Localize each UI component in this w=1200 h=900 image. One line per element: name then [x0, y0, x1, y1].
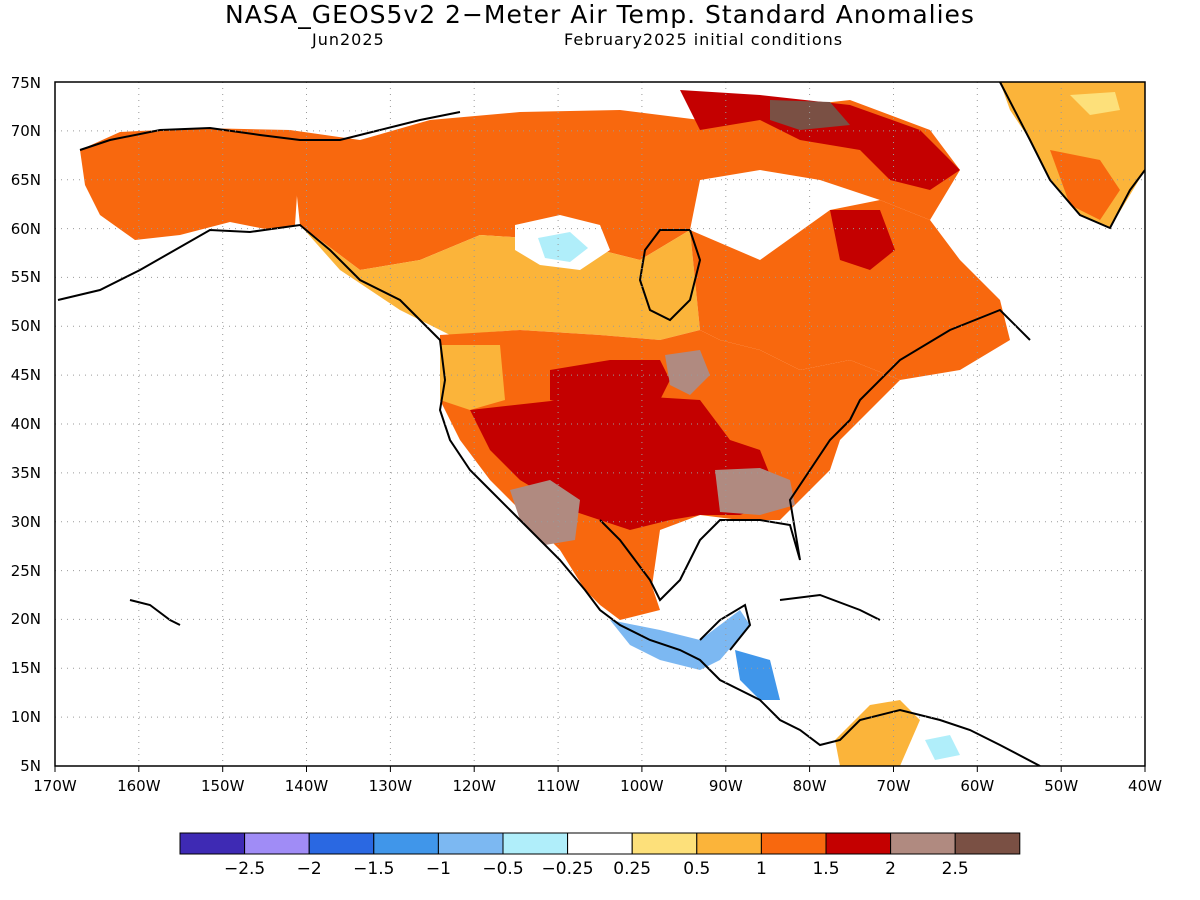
anomaly-great-lakes-brown	[665, 350, 710, 395]
colorbar-swatch	[179, 832, 246, 855]
colorbar-label: −0.5	[482, 859, 523, 879]
lon-label: 130W	[369, 777, 413, 795]
map-title: NASA_GEOS5v2 2−Meter Air Temp. Standard …	[225, 0, 975, 29]
lat-label: 5N	[20, 757, 41, 775]
anomaly-mexico	[560, 550, 660, 620]
coast-hudson-bay	[638, 229, 702, 322]
colorbar-label: −2.5	[224, 859, 265, 879]
anomaly-colombia	[835, 700, 920, 766]
lat-label: 35N	[11, 464, 41, 482]
colorbar-label: 0.5	[683, 859, 710, 879]
lat-label: 45N	[11, 366, 41, 384]
coast-hawaii	[129, 599, 181, 626]
coast-cuba	[779, 593, 881, 621]
lat-label: 25N	[11, 562, 41, 580]
lon-label: 100W	[620, 777, 664, 795]
lon-label: 60W	[960, 777, 994, 795]
colorbar-label: −1.5	[353, 859, 394, 879]
latitude-labels: 5N 10N 15N 20N 25N 30N 35N 40N 45N 50N 5…	[11, 74, 41, 775]
colorbar-swatch	[437, 832, 504, 855]
axis-ticks	[54, 766, 1146, 772]
anomaly-canada-north	[290, 100, 960, 270]
lon-label: 90W	[709, 777, 743, 795]
colorbar-label: 0.25	[613, 859, 651, 879]
anomaly-central-america-cool	[610, 610, 750, 670]
lat-label: 75N	[11, 74, 41, 92]
lat-label: 55N	[11, 268, 41, 286]
colorbar-swatch	[696, 832, 762, 855]
anomaly-venezuela-cool	[925, 735, 960, 760]
colorbar-swatch	[890, 832, 956, 855]
lon-label: 140W	[285, 777, 329, 795]
anomaly-central-hot	[550, 360, 670, 410]
coast-greenland	[999, 82, 1145, 230]
colorbar-swatch	[631, 832, 698, 855]
lon-label: 170W	[33, 777, 77, 795]
colorbar-swatch	[373, 832, 439, 855]
lon-label: 150W	[201, 777, 245, 795]
anomaly-field	[80, 82, 1145, 766]
colorbar-swatch	[760, 832, 827, 855]
colorbar-label: −1	[426, 859, 451, 879]
anomaly-greenland-north	[1070, 92, 1120, 115]
colorbar-swatch	[825, 832, 892, 855]
lat-label: 15N	[11, 659, 41, 677]
colorbar-swatch	[308, 832, 375, 855]
lon-label: 160W	[117, 777, 161, 795]
anomaly-labrador-hot	[830, 210, 895, 270]
lat-label: 30N	[11, 513, 41, 531]
anomaly-southeast-brown	[715, 468, 795, 515]
colorbar-swatch	[954, 832, 1021, 855]
anomaly-quebec	[690, 200, 1010, 380]
colorbar: −2.5 −2 −1.5 −1 −0.5 −0.25 0.25 0.5 1 1.…	[179, 832, 1021, 879]
coast-yucatan	[699, 603, 752, 651]
colorbar-label: 1	[756, 859, 767, 879]
lat-label: 70N	[11, 122, 41, 140]
colorbar-label: −2	[297, 859, 322, 879]
coastlines	[57, 82, 1145, 766]
anomaly-greenland-east	[1050, 150, 1120, 220]
lat-label: 65N	[11, 171, 41, 189]
lon-label: 50W	[1044, 777, 1078, 795]
coast-alaska-north	[79, 111, 461, 151]
anomaly-honduras-cool	[735, 650, 780, 700]
colorbar-swatch	[244, 832, 310, 855]
longitude-labels: 170W 160W 150W 140W 130W 120W 110W 100W …	[33, 777, 1162, 795]
lat-label: 60N	[11, 220, 41, 238]
lat-label: 50N	[11, 317, 41, 335]
valid-month: Jun2025	[312, 30, 385, 49]
map-frame	[54, 81, 1146, 767]
anomaly-mexico-brown	[510, 480, 580, 545]
lon-label: 120W	[452, 777, 496, 795]
colorbar-swatch	[502, 832, 569, 855]
lon-label: 110W	[536, 777, 580, 795]
lon-label: 40W	[1128, 777, 1162, 795]
anomaly-cool-spot	[538, 232, 588, 262]
anomaly-alaska	[80, 128, 300, 240]
colorbar-label: −0.25	[542, 859, 594, 879]
initial-conditions: February2025 initial conditions	[564, 30, 844, 49]
colorbar-label: 2	[885, 859, 896, 879]
coast-alaska	[57, 223, 1041, 766]
anomaly-pacific-nw	[440, 345, 505, 410]
colorbar-swatch	[567, 832, 633, 855]
lon-label: 70W	[877, 777, 911, 795]
lat-label: 40N	[11, 415, 41, 433]
colorbar-label: 2.5	[942, 859, 969, 879]
gridlines	[55, 82, 1145, 766]
coast-gulf-of-mexico	[599, 308, 1031, 602]
lon-label: 80W	[793, 777, 827, 795]
colorbar-label: 1.5	[812, 859, 839, 879]
anomaly-arctic-brown	[770, 100, 850, 130]
lat-label: 10N	[11, 708, 41, 726]
anomaly-arctic-hot	[680, 90, 960, 190]
lat-label: 20N	[11, 610, 41, 628]
